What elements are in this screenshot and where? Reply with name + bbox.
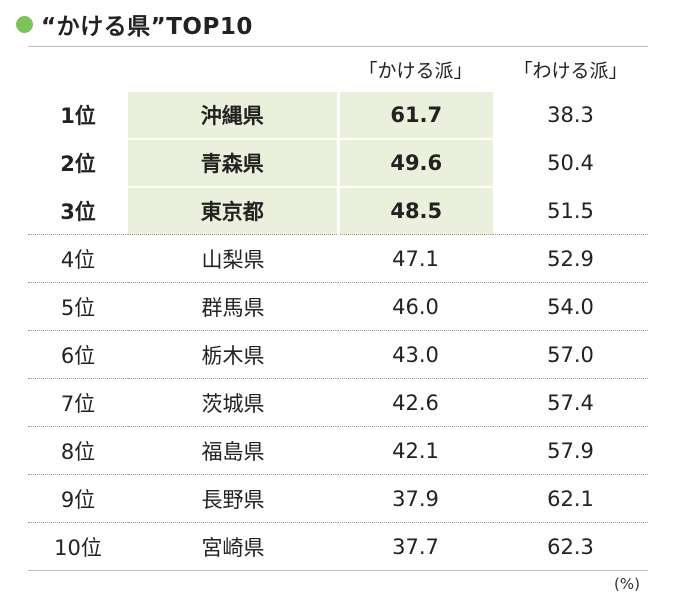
wakeru-value-cell: 51.5	[493, 186, 648, 235]
kakeru-value-cell: 47.1	[338, 234, 493, 283]
kakeru-value-cell: 43.0	[338, 330, 493, 379]
prefecture-cell: 青森県	[128, 138, 340, 187]
table-row: 3位 東京都 48.5 51.5	[28, 186, 648, 235]
table-row: 5位 群馬県 46.0 54.0	[28, 282, 648, 331]
prefecture-cell: 東京都	[128, 186, 340, 235]
kakeru-value-cell: 61.7	[336, 92, 493, 139]
table-row: 2位 青森県 49.6 50.4	[28, 138, 648, 187]
prefecture-cell: 沖縄県	[128, 92, 340, 139]
table-row: 7位 茨城県 42.6 57.4	[28, 378, 648, 427]
table-row: 1位 沖縄県 61.7 38.3	[28, 92, 648, 139]
rank-cell: 10位	[28, 522, 128, 571]
prefecture-cell: 長野県	[128, 474, 338, 523]
rank-cell: 6位	[28, 330, 128, 379]
wakeru-value-cell: 62.3	[493, 522, 648, 571]
prefecture-cell: 茨城県	[128, 378, 338, 427]
wakeru-value-cell: 52.9	[493, 234, 648, 283]
rank-cell: 3位	[28, 186, 128, 235]
rank-cell: 9位	[28, 474, 128, 523]
top-rule	[28, 46, 648, 47]
kakeru-value-cell: 42.6	[338, 378, 493, 427]
rank-cell: 2位	[28, 138, 128, 187]
header-row: 「かける派」 「わける派」	[28, 47, 648, 92]
wakeru-value-cell: 54.0	[493, 282, 648, 331]
kakeru-value-cell: 42.1	[338, 426, 493, 475]
wakeru-value-cell: 62.1	[493, 474, 648, 523]
prefecture-cell: 群馬県	[128, 282, 338, 331]
header-rank	[28, 47, 128, 92]
wakeru-value-cell: 57.4	[493, 378, 648, 427]
prefecture-cell: 宮崎県	[128, 522, 338, 571]
header-wakeru: 「わける派」	[513, 60, 628, 82]
header-prefecture	[128, 47, 338, 92]
wakeru-value-cell: 50.4	[493, 138, 648, 187]
kakeru-value-cell: 49.6	[336, 138, 493, 187]
wakeru-value-cell: 57.0	[493, 330, 648, 379]
rank-cell: 8位	[28, 426, 128, 475]
kakeru-value-cell: 46.0	[338, 282, 493, 331]
header-kakeru: 「かける派」	[358, 60, 473, 82]
wakeru-value-cell: 38.3	[547, 103, 594, 127]
table-row: 10位 宮崎県 37.7 62.3	[28, 522, 648, 571]
ranking-table: 「かける派」 「わける派」 1位 沖縄県 61.7 38.3 2位 青森県 49…	[28, 47, 648, 571]
table-row: 9位 長野県 37.9 62.1	[28, 474, 648, 523]
rank-cell: 7位	[28, 378, 128, 427]
table-row: 6位 栃木県 43.0 57.0	[28, 330, 648, 379]
rank-cell: 1位	[60, 104, 96, 128]
prefecture-cell: 福島県	[128, 426, 338, 475]
kakeru-value-cell: 37.9	[338, 474, 493, 523]
kakeru-value-cell: 37.7	[338, 522, 493, 571]
prefecture-cell: 山梨県	[128, 234, 338, 283]
rank-cell: 5位	[28, 282, 128, 331]
green-dot-icon	[16, 15, 33, 33]
unit-label: (%)	[614, 575, 640, 593]
table-row: 4位 山梨県 47.1 52.9	[28, 234, 648, 283]
wakeru-value-cell: 57.9	[493, 426, 648, 475]
rank-cell: 4位	[28, 234, 128, 283]
prefecture-cell: 栃木県	[128, 330, 338, 379]
page-title: “かける県”TOP10	[41, 14, 253, 40]
title-block: “かける県”TOP10	[16, 8, 253, 40]
kakeru-value-cell: 48.5	[336, 186, 493, 235]
table-row: 8位 福島県 42.1 57.9	[28, 426, 648, 475]
